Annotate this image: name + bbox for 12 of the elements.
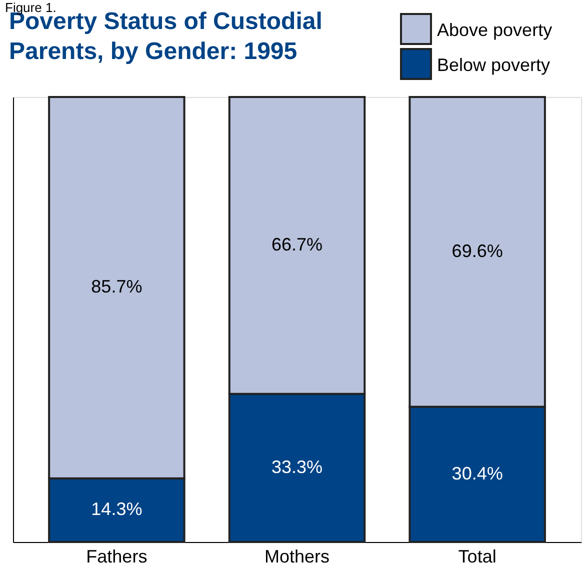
caption: Figure 1. <box>5 0 56 15</box>
legend-label: Above poverty <box>437 20 552 40</box>
x-tick-label: Fathers <box>86 546 148 566</box>
data-label: 69.6% <box>452 240 503 261</box>
data-label: 33.3% <box>271 456 323 477</box>
legend-label: Below poverty <box>437 55 550 75</box>
data-label: 14.3% <box>91 499 142 520</box>
data-label: 66.7% <box>271 234 323 254</box>
x-tick-label: Mothers <box>264 546 330 566</box>
x-tick-label: Total <box>458 546 496 566</box>
data-label: 85.7% <box>91 276 142 297</box>
data-label: 30.4% <box>452 463 503 484</box>
